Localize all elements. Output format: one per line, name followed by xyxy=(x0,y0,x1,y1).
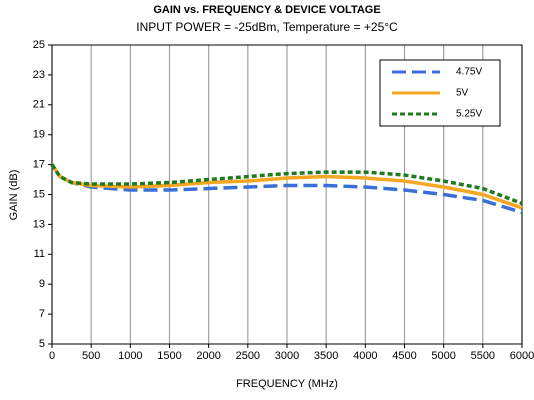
line-series xyxy=(50,163,523,206)
y-axis-label: GAIN (dB) xyxy=(8,170,20,221)
x-tick-label: 500 xyxy=(82,350,100,362)
x-tick-label: 3500 xyxy=(314,350,338,362)
x-tick-label: 1000 xyxy=(118,350,142,362)
x-tick-label: 2500 xyxy=(236,350,260,362)
y-tick-label: 11 xyxy=(34,248,45,260)
x-tick-label: 4500 xyxy=(392,350,416,362)
plot-frame xyxy=(51,44,523,345)
legend-label: 4.75V xyxy=(456,67,482,78)
x-tick-label: 2000 xyxy=(196,350,220,362)
y-tick-label: 19 xyxy=(33,129,45,141)
y-tick-label: 5 xyxy=(39,338,45,350)
chart-subtitle: INPUT POWER = -25dBm, Temperature = +25°… xyxy=(136,20,398,34)
x-tick-label: 5500 xyxy=(471,350,495,362)
chart-title: GAIN vs. FREQUENCY & DEVICE VOLTAGE xyxy=(153,4,380,16)
x-tick-label: 5000 xyxy=(431,350,455,362)
x-tick-label: 3000 xyxy=(275,350,299,362)
y-tick-label: 21 xyxy=(33,99,45,111)
x-tick-label: 1500 xyxy=(157,350,181,362)
line-series xyxy=(50,163,523,215)
x-tick-label: 6000 xyxy=(510,350,534,362)
y-tick-label: 7 xyxy=(39,308,45,320)
y-tick-label: 25 xyxy=(33,39,45,51)
x-tick-label: 4000 xyxy=(353,350,377,362)
legend-label: 5V xyxy=(456,88,469,99)
legend-label: 5.25V xyxy=(456,109,482,120)
y-tick-label: 15 xyxy=(33,188,45,200)
y-tick-label: 17 xyxy=(33,159,45,171)
y-tick-label: 9 xyxy=(39,278,45,290)
y-tick-label: 23 xyxy=(33,69,45,81)
x-tick-label: 0 xyxy=(49,350,55,362)
y-tick-label: 13 xyxy=(33,218,45,230)
x-axis-label: FREQUENCY (MHz) xyxy=(236,378,338,390)
